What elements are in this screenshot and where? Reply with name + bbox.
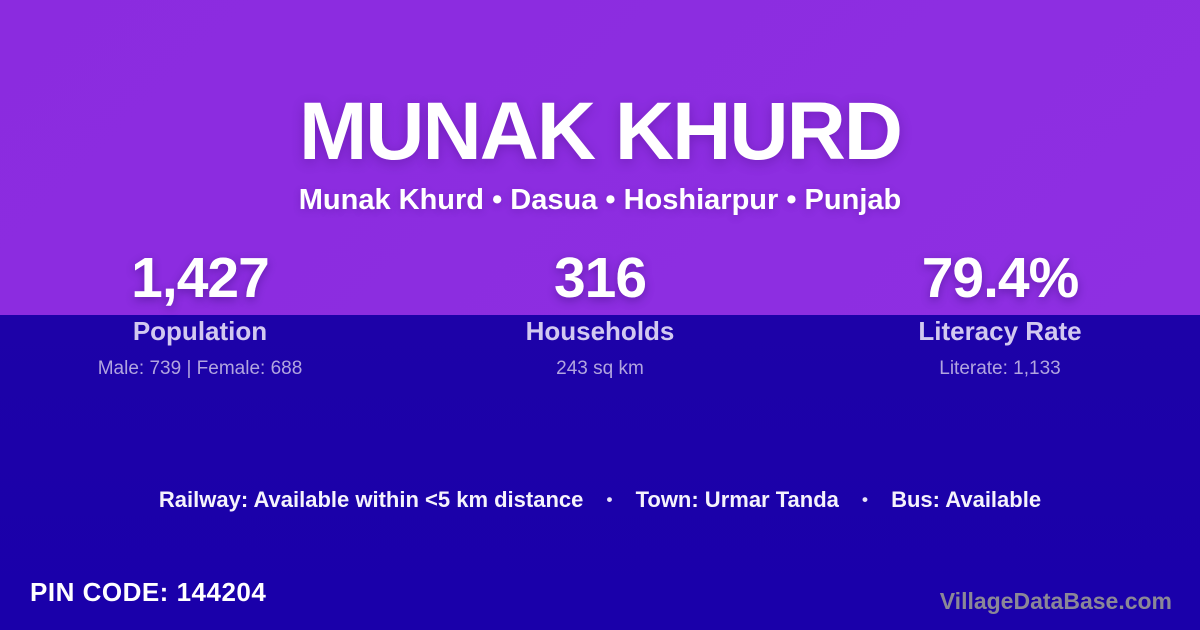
households-value: 316 bbox=[553, 246, 647, 310]
top-background bbox=[0, 0, 1200, 315]
population-detail: Male: 739 | Female: 688 bbox=[97, 358, 303, 379]
stat-population: 1,427 Population Male: 739 | Female: 688 bbox=[0, 246, 400, 380]
town-info: Town: Urmar Tanda bbox=[635, 487, 839, 512]
bottom-background bbox=[0, 315, 1200, 630]
literacy-label: Literacy Rate bbox=[918, 316, 1082, 346]
households-label: Households bbox=[525, 316, 675, 346]
watermark-brand: VillageDataBase.com bbox=[939, 588, 1172, 614]
stat-literacy: 79.4% Literacy Rate Literate: 1,133 bbox=[800, 246, 1200, 380]
bullet-separator: • bbox=[606, 490, 613, 509]
literacy-detail: Literate: 1,133 bbox=[939, 358, 1061, 379]
literacy-value: 79.4% bbox=[921, 246, 1080, 310]
pin-code-label: PIN CODE: bbox=[30, 577, 169, 607]
railway-info: Railway: Available within <5 km distance bbox=[158, 487, 584, 512]
pin-code: PIN CODE: 144204 bbox=[30, 577, 266, 607]
population-value: 1,427 bbox=[131, 246, 270, 310]
bus-info: Bus: Available bbox=[891, 487, 1042, 512]
households-detail: 243 sq km bbox=[556, 358, 644, 379]
village-title: MUNAK KHURD bbox=[298, 86, 903, 177]
transport-info-line: Railway: Available within <5 km distance… bbox=[0, 487, 1200, 513]
stat-households: 316 Households 243 sq km bbox=[400, 246, 800, 380]
pin-code-value: 144204 bbox=[176, 577, 267, 607]
bullet-separator: • bbox=[862, 490, 868, 509]
location-breadcrumb: Munak Khurd • Dasua • Hoshiarpur • Punja… bbox=[298, 184, 902, 216]
stats-row: 1,427 Population Male: 739 | Female: 688… bbox=[0, 246, 1200, 380]
population-label: Population bbox=[132, 316, 268, 346]
